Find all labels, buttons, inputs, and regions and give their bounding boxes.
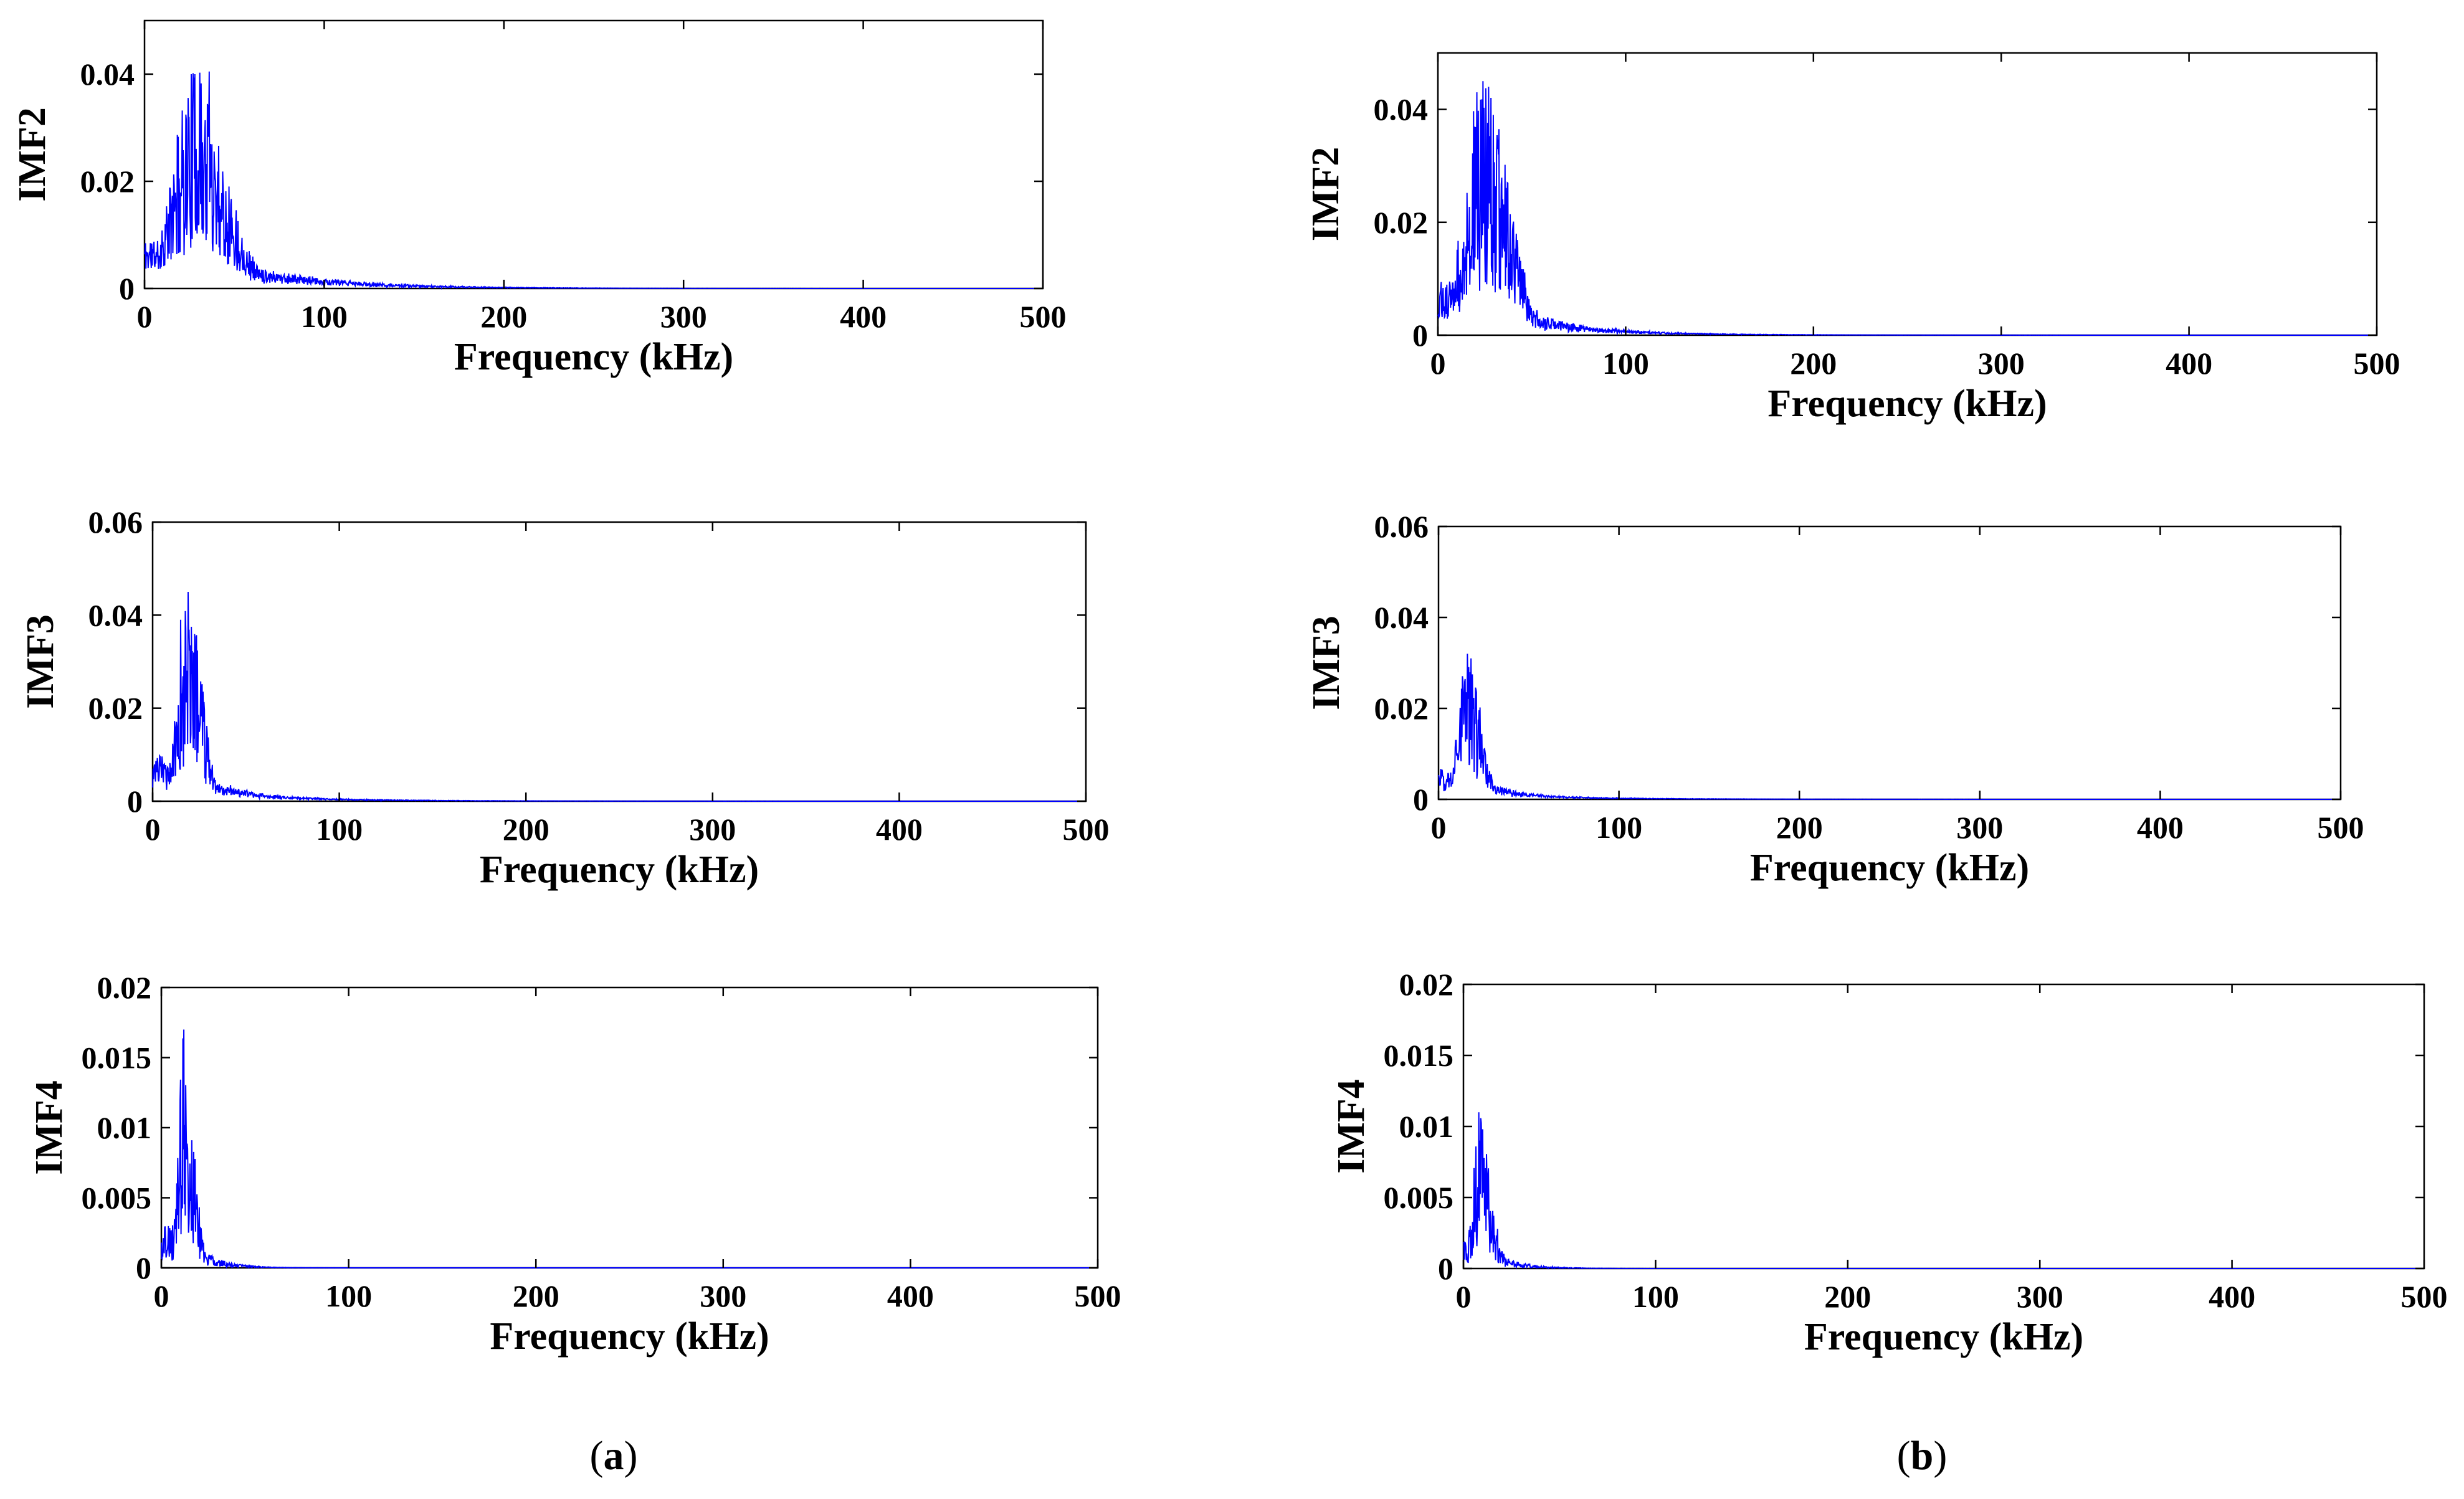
y-tick-label: 0 [1413,782,1429,817]
y-axis-title: IMF2 [11,107,54,202]
x-axis-title: Frequency (kHz) [490,1315,769,1358]
x-tick-label: 400 [2166,346,2212,381]
panel-caption-a: (a) [590,1433,638,1478]
series-line-imf2 [1437,81,2377,336]
x-tick-label: 200 [513,1278,559,1313]
x-tick-label: 500 [1075,1278,1121,1313]
x-tick-label: 100 [325,1278,372,1313]
y-axis-title: IMF4 [1330,1079,1372,1174]
x-tick-label: 500 [2401,1279,2448,1314]
y-tick-label: 0 [1412,318,1428,353]
x-tick-label: 500 [2354,346,2400,381]
chart-a-imf3: 0 100 200 300 400 500 0 0.02 0.04 0.06 Frequency (… [19,505,1110,891]
y-tick-label: 0.04 [88,597,143,632]
series-line-imf3 [1438,654,2341,801]
y-tick-label: 0.04 [1374,600,1429,635]
x-tick-label: 100 [301,299,348,334]
x-tick-label: 400 [887,1278,934,1313]
y-tick-label: 0 [136,1250,151,1285]
y-tick-label: 0.02 [1374,205,1429,240]
x-tick-label: 300 [689,812,736,847]
y-tick-label: 0.01 [1399,1109,1454,1144]
chart-a-imf2: 0 100 200 300 400 500 0 0.02 0.04 Frequency (kHz)… [11,19,1067,378]
x-axis-title: Frequency (kHz) [1750,847,2029,889]
y-tick-label: 0 [127,784,143,819]
x-tick-label: 0 [154,1278,169,1313]
y-tick-label: 0.015 [1384,1038,1454,1073]
chart-b-imf2: 0 100 200 300 400 500 0 0.02 0.04 Frequency (kHz)… [1305,52,2400,425]
y-tick-label: 0.06 [1374,509,1429,544]
y-tick-label: 0.005 [1384,1180,1454,1215]
x-tick-label: 300 [700,1278,746,1313]
x-tick-label: 200 [1824,1279,1871,1314]
y-axis-title: IMF4 [28,1080,70,1175]
series-line-imf4 [161,1029,1098,1270]
y-tick-label: 0.04 [1374,92,1429,127]
y-axis-title: IMF3 [1305,616,1348,710]
x-tick-label: 0 [1456,1279,1472,1314]
x-axis-title: Frequency (kHz) [1767,383,2047,425]
y-tick-label: 0.01 [97,1110,152,1145]
x-tick-label: 100 [1632,1279,1679,1314]
y-axis-title: IMF2 [1305,147,1347,242]
x-tick-label: 500 [1063,812,1110,847]
series-line-imf2 [144,71,1043,290]
chart-grid: 0 100 200 300 400 500 0 0.02 0.04 Frequency (kHz)… [11,19,2448,1358]
x-tick-label: 400 [876,812,923,847]
x-tick-label: 0 [1431,810,1447,845]
x-axis-title: Frequency (kHz) [1804,1316,2083,1358]
y-axis-title: IMF3 [19,614,62,709]
x-axis-title: Frequency (kHz) [454,336,733,378]
x-tick-label: 0 [137,299,153,334]
x-tick-label: 300 [2017,1279,2063,1314]
series-line-imf3 [152,591,1086,802]
x-tick-label: 100 [316,812,363,847]
y-tick-label: 0.02 [1374,691,1429,726]
y-tick-label: 0.02 [80,164,135,199]
x-tick-label: 500 [2318,810,2364,845]
panel-caption-b: (b) [1897,1433,1948,1478]
x-tick-label: 300 [1978,346,2025,381]
x-tick-label: 300 [660,299,707,334]
x-tick-label: 300 [1956,810,2003,845]
x-tick-label: 0 [145,812,161,847]
x-tick-label: 200 [480,299,527,334]
x-tick-label: 400 [840,299,887,334]
x-tick-label: 400 [2137,810,2184,845]
y-tick-label: 0.04 [80,57,135,92]
x-tick-label: 200 [503,812,549,847]
x-axis-title: Frequency (kHz) [480,849,759,891]
y-tick-label: 0.06 [88,505,143,540]
y-tick-label: 0.015 [82,1040,152,1075]
x-tick-label: 200 [1776,810,1823,845]
chart-a-imf4: 0 100 200 300 400 500 0 0.005 0.01 0.015 0.02 Frequ… [28,970,1121,1358]
y-tick-label: 0.02 [1399,967,1454,1002]
series-line-imf4 [1463,1112,2424,1270]
x-tick-label: 100 [1596,810,1642,845]
x-tick-label: 100 [1602,346,1649,381]
y-tick-label: 0 [1438,1251,1453,1286]
y-tick-label: 0.02 [88,691,143,726]
y-tick-label: 0.005 [82,1181,152,1216]
x-tick-label: 400 [2209,1279,2255,1314]
chart-b-imf3: 0 100 200 300 400 500 0 0.02 0.04 0.06 Frequency (… [1305,509,2364,889]
y-tick-label: 0 [119,271,135,306]
x-tick-label: 200 [1790,346,1837,381]
x-tick-label: 500 [1020,299,1067,334]
chart-b-imf4: 0 100 200 300 400 500 0 0.005 0.01 0.015 0.02 Frequ… [1330,967,2448,1358]
y-tick-label: 0.02 [97,970,152,1005]
x-tick-label: 0 [1430,346,1446,381]
